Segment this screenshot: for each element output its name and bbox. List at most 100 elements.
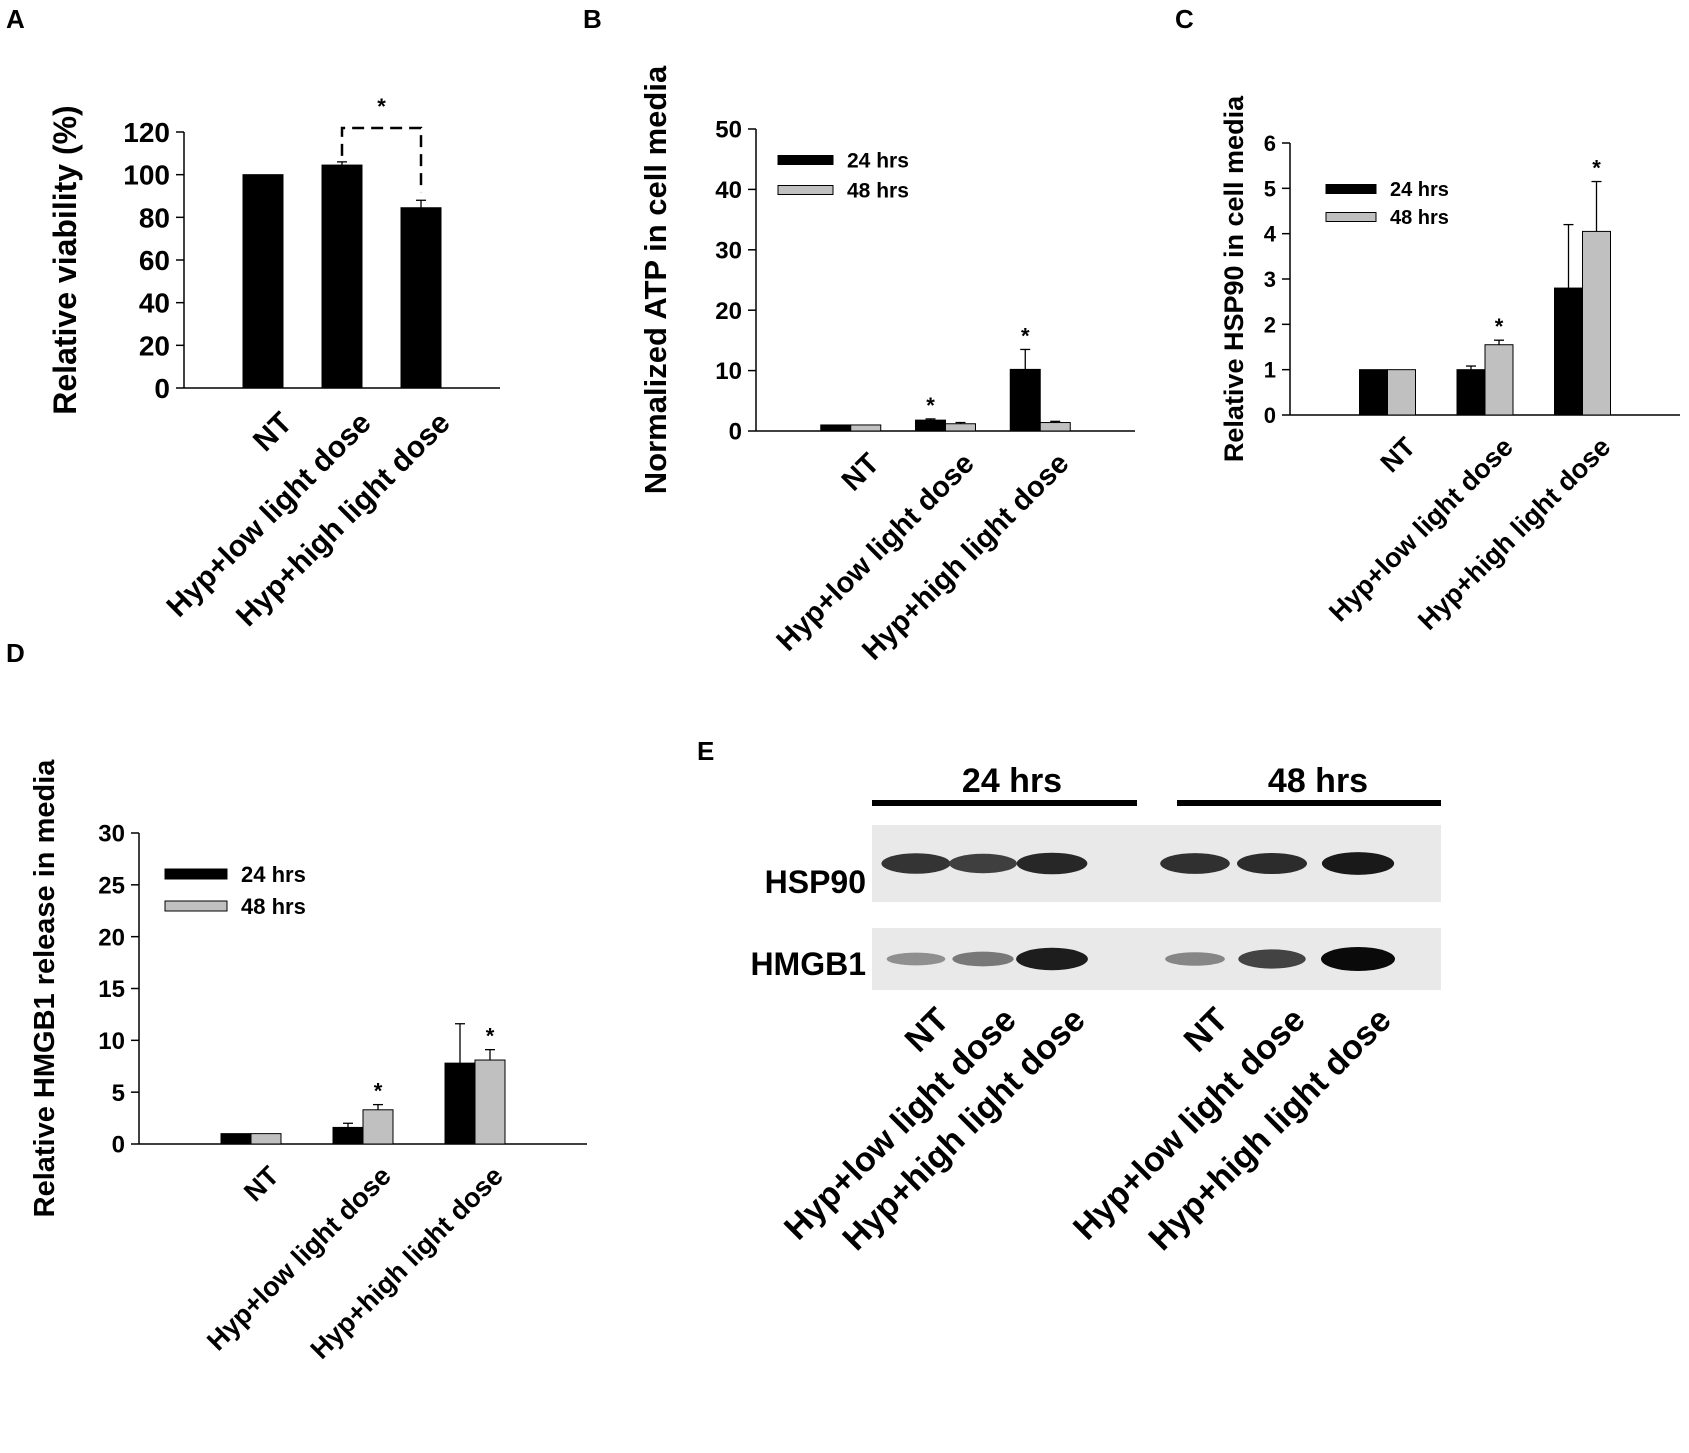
blot-lane-label-nt: NT [1177,1001,1236,1060]
bar-hyp-high-light-dose-24-hrs [444,1062,476,1145]
y-tick-label: 15 [98,976,125,1003]
legend-swatch-24-hrs [777,155,834,165]
blot-band-hsp90-lane-3 [1016,852,1088,875]
y-tick-label: 10 [98,1028,125,1055]
blot-band-hmgb1-lane-1 [886,952,946,966]
y-tick-label: 80 [139,202,170,233]
blot-band-hsp90-lane-5 [1236,852,1308,875]
panel-letter-b: B [583,4,602,34]
x-category-label-hyp-high-light-dose: Hyp+high light dose [1412,432,1616,636]
y-tick-label: 5 [112,1080,125,1107]
y-tick-label: 0 [112,1132,125,1159]
y-tick-label: 20 [98,924,125,951]
bar-nt [242,174,284,389]
bar-hyp-low-light-dose-24-hrs [1456,369,1486,416]
y-tick-label: 25 [98,872,125,899]
chart-panel-d: 0 5 10 15 20 25 30 Relative HMGB1 release in me… [29,759,587,1365]
y-tick-label: 1 [1264,358,1276,383]
y-axis-label: Relative viability (%) [47,105,83,414]
legend-label-48-hrs: 48 hrs [1390,207,1449,229]
y-tick-label: 20 [139,330,170,361]
panel-letter-a: A [6,4,25,34]
bar-hyp-high-light-dose-24-hrs [1554,287,1583,416]
bar-hyp-low-light-dose [321,164,363,389]
y-tick-label: 4 [1264,222,1277,247]
y-tick-label: 50 [715,117,742,144]
significance-marker: * [374,1079,383,1104]
panel-letter-c: C [1175,4,1194,34]
significance-marker: * [486,1024,495,1049]
y-tick-label: 5 [1264,176,1276,201]
significance-marker: * [377,94,386,119]
blot-group-label-24hrs: 24 hrs [962,762,1062,800]
blot-band-label-hmgb1: HMGB1 [750,946,866,982]
chart-panel-b: 0 10 20 30 40 50 Normalized ATP in cell media N… [638,65,1135,667]
y-tick-label: 2 [1264,312,1276,337]
bar-hyp-low-light-dose-48-hrs [1484,344,1514,416]
legend-label-24-hrs: 24 hrs [847,150,909,173]
legend-label-24-hrs: 24 hrs [1390,179,1449,201]
chart-panel-c: 0 1 2 3 4 5 6 Relative HSP90 in cell media NTHyp… [1219,95,1680,636]
blot-band-hmgb1-lane-6 [1321,947,1395,971]
bar-hyp-high-light-dose-48-hrs [1039,422,1071,432]
blot-band-hsp90-lane-6 [1321,852,1395,875]
y-tick-label: 40 [715,177,742,204]
bar-hyp-low-light-dose-48-hrs [945,423,976,432]
y-axis-label: Relative HSP90 in cell media [1219,95,1249,462]
blot-band-label-hsp90: HSP90 [765,864,866,900]
y-tick-label: 60 [139,245,170,276]
legend-swatch-24-hrs [1325,184,1377,194]
legend-label-48-hrs: 48 hrs [241,894,306,919]
y-tick-label: 30 [715,237,742,264]
y-axis-label: Relative HMGB1 release in media [29,759,61,1218]
blot-band-hmgb1-lane-4 [1165,952,1225,966]
significance-marker: * [926,393,935,418]
legend-swatch-48-hrs [777,185,834,195]
blot-band-hsp90-lane-1 [881,853,951,874]
blot-band-hmgb1-lane-5 [1238,949,1306,969]
y-tick-label: 100 [123,160,170,191]
x-category-label-nt: NT [1375,431,1422,478]
y-tick-label: 30 [98,821,125,848]
bar-nt-24-hrs [820,424,852,432]
bar-hyp-low-light-dose-24-hrs [332,1126,364,1145]
bar-nt-24-hrs [1359,369,1388,416]
blot-band-hmgb1-lane-2 [952,951,1014,967]
bar-hyp-high-light-dose [400,207,442,389]
y-tick-label: 6 [1264,131,1276,156]
y-tick-label: 20 [715,298,742,325]
bar-nt-24-hrs [220,1133,252,1145]
legend-swatch-24-hrs [164,868,228,880]
x-category-label-hyp-high-light-dose: Hyp+high light dose [305,1161,509,1365]
panel-letter-e: E [697,736,714,766]
bar-nt-48-hrs [1387,369,1416,416]
significance-marker: * [1495,314,1504,339]
x-category-label-hyp-low-light-dose: Hyp+low light dose [201,1161,397,1357]
legend-label-24-hrs: 24 hrs [241,862,306,887]
legend-label-48-hrs: 48 hrs [847,180,909,203]
x-category-label-nt: NT [247,406,299,458]
blot-band-hmgb1-lane-3 [1016,947,1088,971]
y-tick-label: 40 [139,288,170,319]
legend-swatch-48-hrs [164,900,228,912]
y-tick-label: 0 [1264,403,1276,428]
blot-band-hsp90-lane-4 [1160,853,1230,874]
y-tick-label: 120 [123,117,170,148]
bar-nt-48-hrs [850,424,882,432]
y-tick-label: 10 [715,358,742,385]
panel-letter-d: D [6,638,25,668]
x-category-label-nt: NT [238,1160,285,1207]
blot-group-label-48hrs: 48 hrs [1268,762,1368,800]
legend-swatch-48-hrs [1325,212,1377,222]
y-tick-label: 3 [1264,267,1276,292]
y-axis-label: Normalized ATP in cell media [638,65,673,494]
bar-hyp-high-light-dose-48-hrs [1582,230,1611,416]
bar-hyp-low-light-dose-48-hrs [362,1109,394,1145]
significance-marker: * [1021,323,1030,348]
blot-band-hsp90-lane-2 [949,853,1017,874]
y-tick-label: 0 [154,373,170,404]
bar-hyp-high-light-dose-48-hrs [474,1059,506,1145]
significance-marker: * [1592,156,1601,181]
